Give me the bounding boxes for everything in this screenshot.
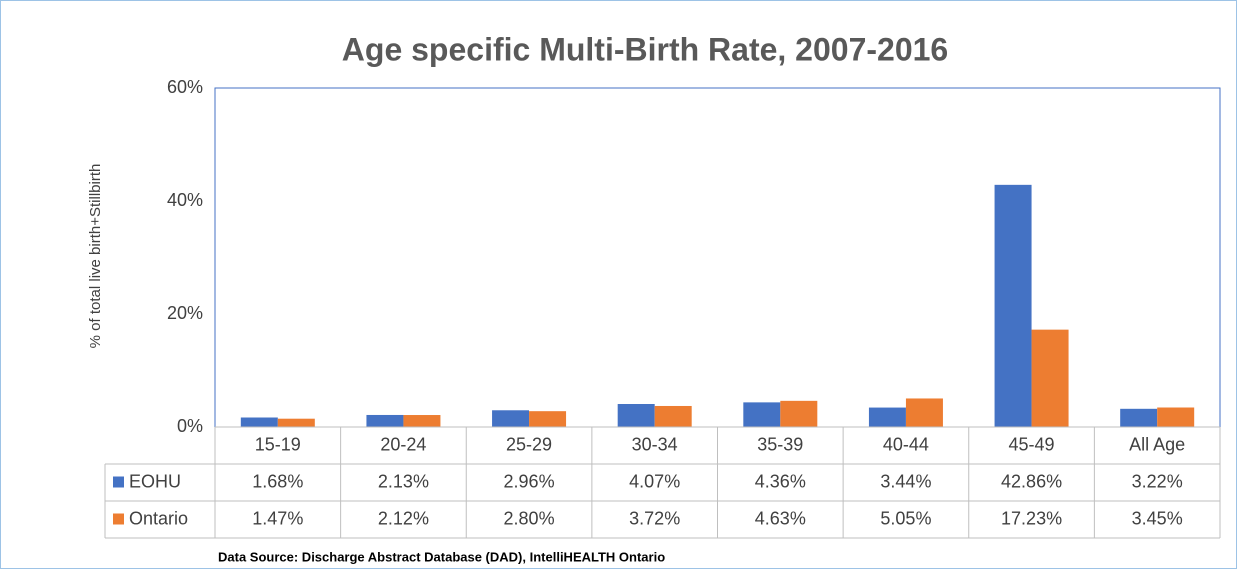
table-value: 5.05% (880, 508, 931, 528)
table-value: 1.68% (252, 471, 303, 491)
table-value: 3.44% (880, 471, 931, 491)
bar (529, 411, 567, 427)
legend-label: Ontario (129, 508, 188, 528)
x-tick-label: 30-34 (632, 434, 678, 454)
table-value: 1.47% (252, 508, 303, 528)
bar (403, 415, 441, 427)
x-tick-label: 35-39 (757, 434, 803, 454)
x-tick-label: 25-29 (506, 434, 552, 454)
table-value: 4.07% (629, 471, 680, 491)
bar (868, 407, 906, 427)
table-value: 2.96% (504, 471, 555, 491)
y-tick-label: 0% (177, 416, 203, 436)
y-axis-label: % of total live birth+Stillbirth (87, 164, 104, 349)
bar (743, 402, 781, 427)
table-value: 4.63% (755, 508, 806, 528)
chart-title: Age specific Multi-Birth Rate, 2007-2016 (342, 31, 948, 67)
bar (277, 418, 315, 427)
y-tick-label: 40% (167, 190, 203, 210)
source-note: Data Source: Discharge Abstract Database… (218, 549, 665, 564)
bar (617, 404, 655, 427)
legend-swatch (113, 476, 124, 488)
bar (240, 417, 278, 427)
table-value: 17.23% (1001, 508, 1062, 528)
bar (905, 398, 943, 427)
y-tick-label: 20% (167, 303, 203, 323)
y-tick-label: 60% (167, 77, 203, 97)
bar (654, 405, 692, 427)
bar (780, 400, 818, 427)
x-tick-label: 45-49 (1009, 434, 1055, 454)
bar (366, 414, 404, 427)
table-value: 3.22% (1132, 471, 1183, 491)
bar (994, 184, 1032, 427)
bar (1157, 407, 1195, 427)
table-value: 3.72% (629, 508, 680, 528)
table-value: 4.36% (755, 471, 806, 491)
legend-swatch (113, 513, 124, 525)
table-value: 2.13% (378, 471, 429, 491)
table-value: 42.86% (1001, 471, 1062, 491)
table-value: 2.12% (378, 508, 429, 528)
x-tick-label: 40-44 (883, 434, 929, 454)
x-tick-label: 20-24 (380, 434, 426, 454)
legend-label: EOHU (129, 471, 181, 491)
bar (1031, 329, 1069, 427)
x-tick-label: All Age (1129, 434, 1185, 454)
table-value: 2.80% (504, 508, 555, 528)
bar (1120, 408, 1158, 427)
bar (492, 410, 530, 427)
table-value: 3.45% (1132, 508, 1183, 528)
x-tick-label: 15-19 (255, 434, 301, 454)
